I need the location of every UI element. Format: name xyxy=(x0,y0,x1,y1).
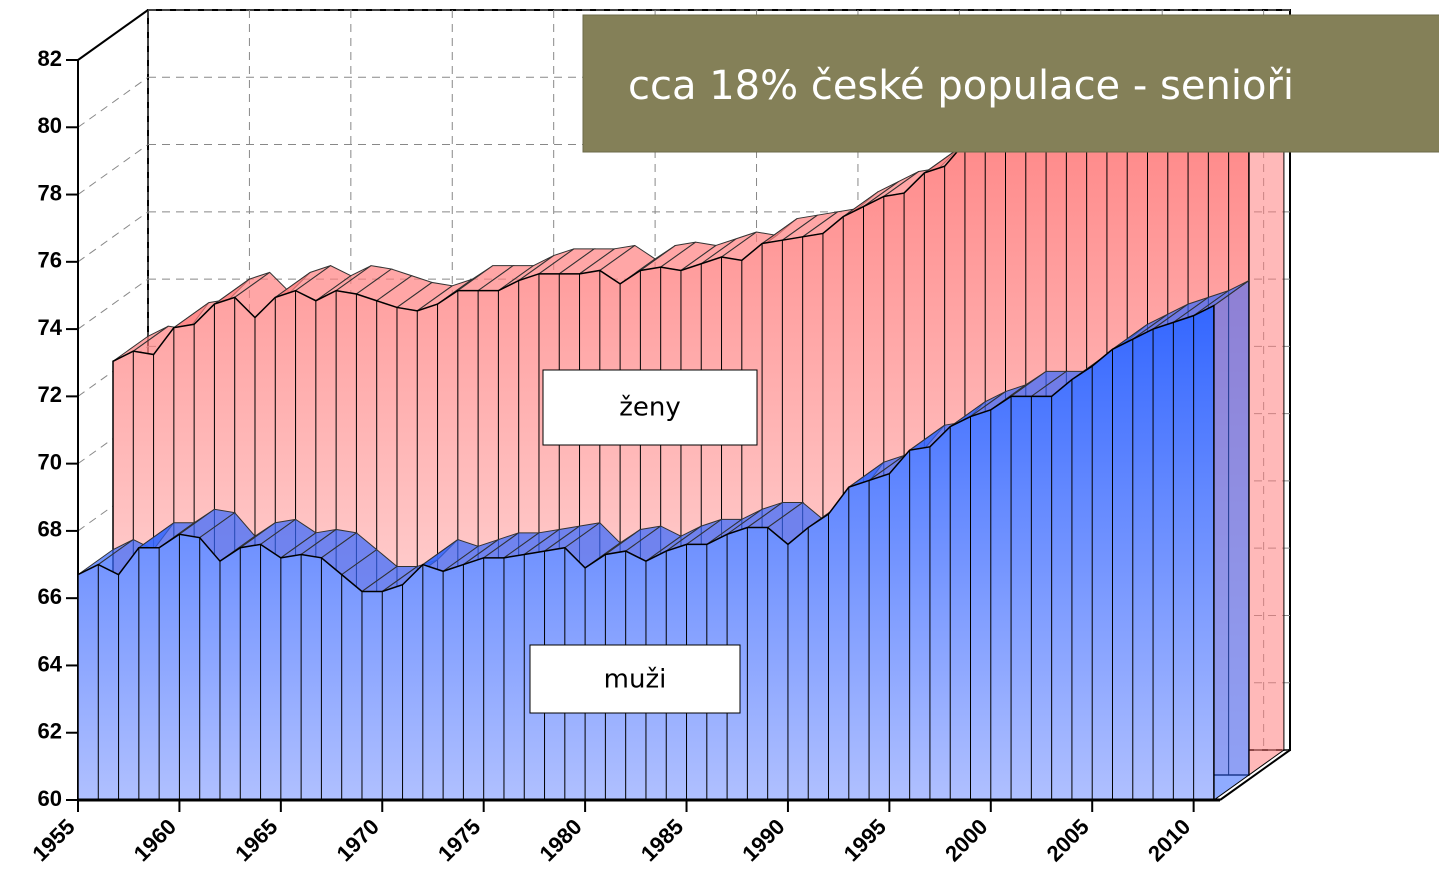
y-tick-label: 74 xyxy=(38,315,63,340)
x-tick-label: 1990 xyxy=(737,814,789,866)
y-tick-label: 72 xyxy=(38,382,62,407)
grid-line xyxy=(77,211,149,263)
y-tick-label: 66 xyxy=(38,584,62,609)
x-tick-label: 2005 xyxy=(1042,814,1094,866)
y-tick-label: 64 xyxy=(38,651,63,676)
x-tick-label: 1965 xyxy=(230,814,282,866)
grid-line xyxy=(77,278,149,330)
x-tick-label: 2000 xyxy=(940,814,992,866)
x-tick-label: 2010 xyxy=(1143,814,1195,866)
legend-box xyxy=(542,369,758,446)
x-tick-label: 1970 xyxy=(332,814,384,866)
annotation-box xyxy=(582,14,1439,153)
y-tick-label: 62 xyxy=(38,719,62,744)
y-tick-label: 78 xyxy=(38,180,62,205)
y-tick-label: 60 xyxy=(38,786,62,811)
series-label: ženy xyxy=(619,393,681,423)
grid-line xyxy=(77,144,149,195)
x-tick-label: 1975 xyxy=(433,814,485,866)
legend-box xyxy=(529,644,741,714)
x-axis-depth xyxy=(1219,749,1291,801)
series-label: muži xyxy=(604,665,667,695)
x-tick-label: 1995 xyxy=(839,814,891,866)
y-tick-label: 68 xyxy=(38,517,62,542)
y-tick-label: 82 xyxy=(38,46,62,71)
y-tick-label: 70 xyxy=(38,449,62,474)
y-tick-label: 76 xyxy=(38,248,62,273)
side-face xyxy=(1213,279,1250,801)
y-axis-back xyxy=(77,9,149,61)
y-tick-label: 80 xyxy=(38,113,62,138)
x-tick-label: 1960 xyxy=(129,814,181,866)
x-tick-label: 1955 xyxy=(27,814,79,866)
x-tick-label: 1985 xyxy=(636,814,688,866)
annotation: cca 18% české populace - senioři xyxy=(628,63,1294,109)
grid-line xyxy=(77,76,149,128)
x-tick-label: 1980 xyxy=(534,814,586,866)
